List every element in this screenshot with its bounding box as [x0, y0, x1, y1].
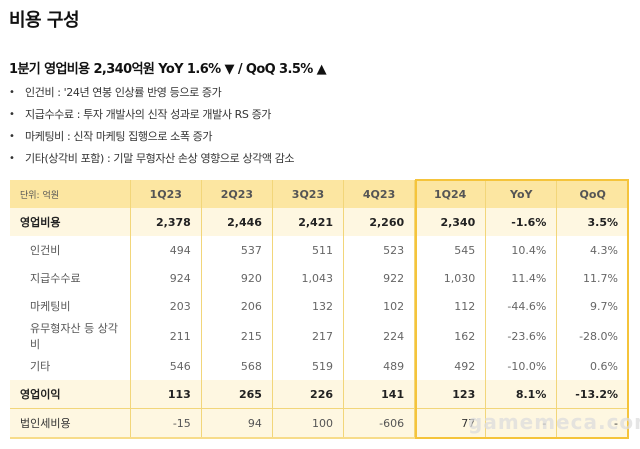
cell: 924 — [129, 264, 202, 292]
cell: 1,043 — [271, 264, 344, 292]
bullet-text: 인건비 : '24년 연봉 인상률 반영 등으로 증가 — [25, 86, 222, 99]
cell: 523 — [343, 236, 415, 264]
cell: 215 — [200, 320, 273, 352]
cell: 123 — [414, 380, 486, 409]
column-header: 1Q23 — [129, 180, 202, 208]
cell: 132 — [271, 292, 344, 320]
cell: 265 — [200, 380, 273, 409]
unit-label: 단위: 억원 — [10, 180, 131, 208]
cell: 11.7% — [556, 264, 628, 292]
cell: 1,030 — [414, 264, 486, 292]
cell: - — [556, 408, 628, 439]
cell: -28.0% — [556, 320, 628, 352]
cost-table: 단위: 억원 1Q23 2Q23 3Q23 4Q23 1Q24 YoY QoQ … — [10, 180, 628, 439]
bullet-item: • 인건비 : '24년 연봉 인상률 반영 등으로 증가 — [9, 82, 294, 104]
column-header: 2Q23 — [200, 180, 273, 208]
cell: 211 — [129, 320, 202, 352]
cell: 217 — [271, 320, 344, 352]
row-label: 마케팅비 — [30, 300, 71, 313]
table-row-operating-expenses: 영업비용 2,378 2,446 2,421 2,260 2,340 -1.6%… — [10, 208, 628, 236]
cell: 11.4% — [485, 264, 557, 292]
table-row: 인건비 494 537 511 523 545 10.4% 4.3% — [10, 236, 628, 264]
bullet-dot-icon: • — [9, 109, 15, 120]
cell: -13.2% — [556, 380, 628, 409]
cell: 113 — [129, 380, 202, 409]
cell: 546 — [129, 352, 202, 380]
page-title: 비용 구성 — [9, 10, 80, 31]
cell: 2,260 — [343, 208, 415, 236]
row-label: 지급수수료 — [30, 272, 81, 285]
cell: 494 — [129, 236, 202, 264]
column-header: 1Q24 — [414, 180, 486, 208]
cell: 203 — [129, 292, 202, 320]
cell: 3.5% — [556, 208, 628, 236]
cell: 226 — [271, 380, 344, 409]
row-label: 영업비용 — [10, 208, 131, 236]
bullet-dot-icon: • — [9, 131, 15, 142]
cell: - — [485, 408, 557, 439]
bullet-text: 마케팅비 : 신작 마케팅 집행으로 소폭 증가 — [25, 130, 213, 143]
bullet-item: • 기타(상각비 포함) : 기말 무형자산 손상 영향으로 상각액 감소 — [9, 148, 295, 170]
bullet-text: 기타(상각비 포함) : 기말 무형자산 손상 영향으로 상각액 감소 — [25, 152, 295, 165]
row-label: 영업이익 — [10, 380, 131, 409]
cell: 2,446 — [200, 208, 273, 236]
table-row: 마케팅비 203 206 132 102 112 -44.6% 9.7% — [10, 292, 628, 320]
table-row: 기타 546 568 519 489 492 -10.0% 0.6% — [10, 352, 628, 380]
cell: -15 — [129, 408, 202, 439]
cell: 511 — [271, 236, 344, 264]
cell: 537 — [200, 236, 273, 264]
cell: 10.4% — [485, 236, 557, 264]
table-header-row: 단위: 억원 1Q23 2Q23 3Q23 4Q23 1Q24 YoY QoQ — [10, 180, 628, 208]
table-row: 유무형자산 등 상각비 211 215 217 224 162 -23.6% -… — [10, 320, 628, 352]
cell: 102 — [343, 292, 415, 320]
table-row-income-tax: 법인세비용 -15 94 100 -606 77 - - — [10, 408, 628, 439]
table-row-operating-profit: 영업이익 113 265 226 141 123 8.1% -13.2% — [10, 380, 628, 409]
column-header: 4Q23 — [343, 180, 415, 208]
cost-notes-list: • 인건비 : '24년 연봉 인상률 반영 등으로 증가 • 지급수수료 : 투자… — [9, 82, 295, 170]
row-label: 인건비 — [30, 244, 61, 257]
bullet-item: • 마케팅비 : 신작 마케팅 집행으로 소폭 증가 — [9, 126, 294, 148]
cell: 8.1% — [485, 380, 557, 409]
column-header: 3Q23 — [271, 180, 344, 208]
cell: 77 — [414, 408, 486, 439]
cell: 4.3% — [556, 236, 628, 264]
bullet-item: • 지급수수료 : 투자 개발사의 신작 성과로 개발사 RS 증가 — [9, 104, 294, 126]
cell: 492 — [414, 352, 486, 380]
table-row: 지급수수료 924 920 1,043 922 1,030 11.4% 11.7… — [10, 264, 628, 292]
cell: -23.6% — [485, 320, 557, 352]
cell: 224 — [343, 320, 415, 352]
cell: 545 — [414, 236, 486, 264]
cell: 2,378 — [129, 208, 202, 236]
cell: 2,421 — [271, 208, 344, 236]
cell: -606 — [343, 408, 415, 439]
row-label: 법인세비용 — [10, 408, 131, 439]
row-label: 기타 — [30, 360, 51, 373]
cell: 162 — [414, 320, 486, 352]
bullet-dot-icon: • — [9, 153, 15, 164]
cell: -44.6% — [485, 292, 557, 320]
row-label: 유무형자산 등 상각비 — [30, 322, 118, 351]
summary-headline: 1분기 영업비용 2,340억원 YoY 1.6% ▼ / QoQ 3.5% ▲ — [9, 62, 327, 77]
cell: 9.7% — [556, 292, 628, 320]
cell: 141 — [343, 380, 415, 409]
cell: 922 — [343, 264, 415, 292]
cell: -1.6% — [485, 208, 557, 236]
bullet-dot-icon: • — [9, 87, 15, 98]
cell: 568 — [200, 352, 273, 380]
cell: 519 — [271, 352, 344, 380]
bullet-text: 지급수수료 : 투자 개발사의 신작 성과로 개발사 RS 증가 — [25, 108, 272, 121]
cell: 489 — [343, 352, 415, 380]
cell: 94 — [200, 408, 273, 439]
cell: 0.6% — [556, 352, 628, 380]
column-header: QoQ — [556, 180, 628, 208]
cell: 100 — [271, 408, 344, 439]
column-header: YoY — [485, 180, 557, 208]
cell: 112 — [414, 292, 486, 320]
cell: 206 — [200, 292, 273, 320]
cell: 2,340 — [414, 208, 486, 236]
cell: -10.0% — [485, 352, 557, 380]
cell: 920 — [200, 264, 273, 292]
